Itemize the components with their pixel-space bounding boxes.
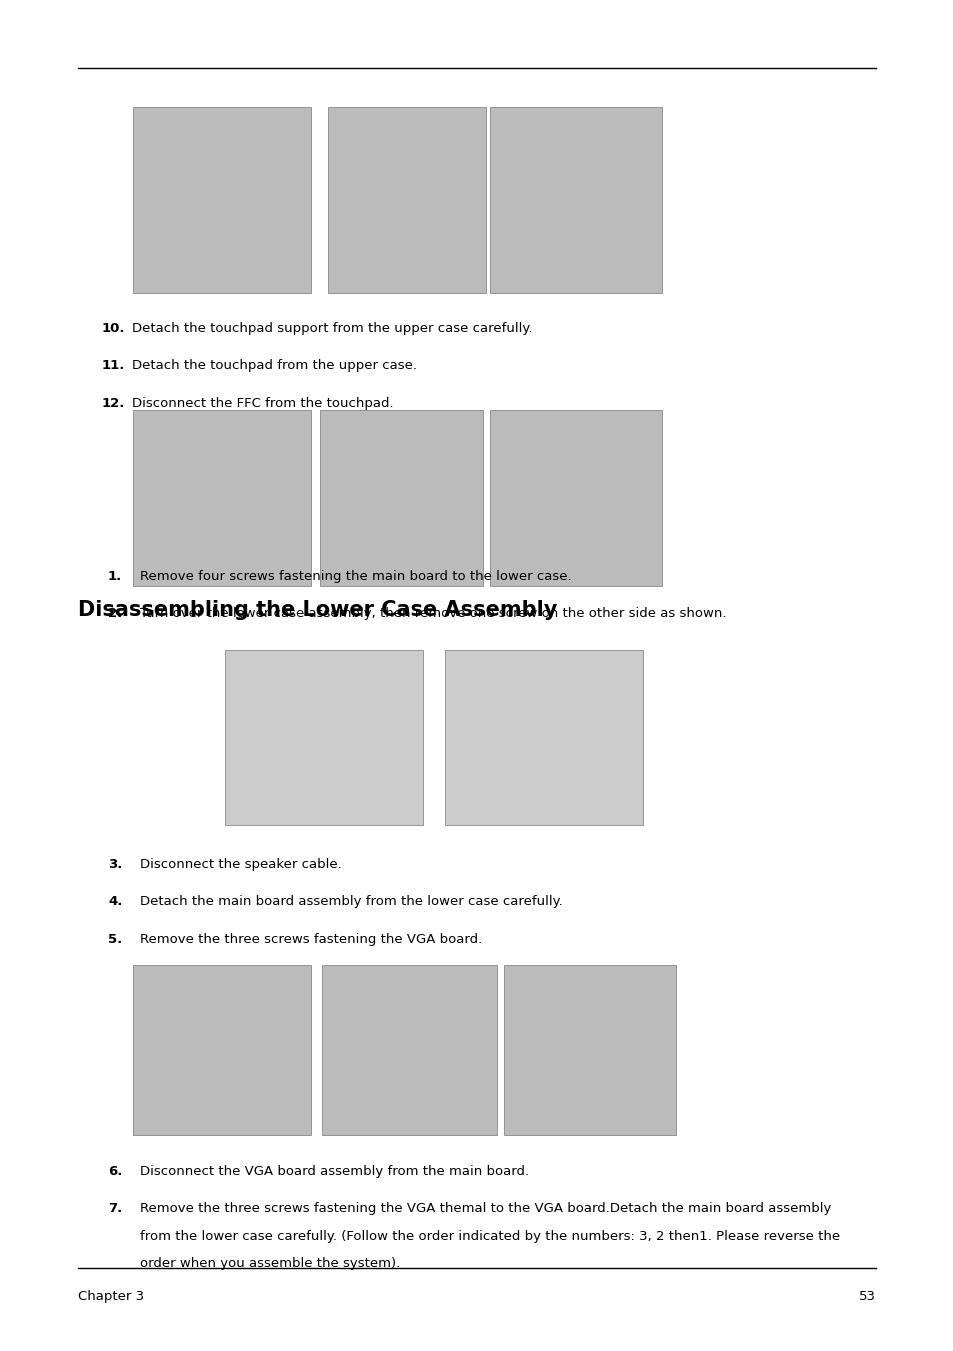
Text: Detach the touchpad from the upper case.: Detach the touchpad from the upper case. bbox=[132, 359, 416, 373]
Text: Disassembling the Lower Case Assembly: Disassembling the Lower Case Assembly bbox=[78, 600, 557, 620]
Text: 4.: 4. bbox=[108, 896, 122, 908]
Text: 11.: 11. bbox=[102, 359, 125, 373]
Bar bbox=[225, 650, 422, 825]
Text: 10.: 10. bbox=[102, 322, 126, 335]
Text: Remove the three screws fastening the VGA board.: Remove the three screws fastening the VG… bbox=[140, 932, 482, 946]
Bar bbox=[490, 409, 661, 586]
Text: 5.: 5. bbox=[108, 932, 122, 946]
Text: Detach the touchpad support from the upper case carefully.: Detach the touchpad support from the upp… bbox=[132, 322, 532, 335]
Bar bbox=[490, 107, 661, 293]
Text: Remove the three screws fastening the VGA themal to the VGA board.Detach the mai: Remove the three screws fastening the VG… bbox=[140, 1202, 830, 1216]
Text: 6.: 6. bbox=[108, 1165, 122, 1178]
Text: Chapter 3: Chapter 3 bbox=[78, 1290, 144, 1302]
Bar bbox=[132, 107, 311, 293]
Bar bbox=[503, 965, 676, 1135]
Text: Disconnect the VGA board assembly from the main board.: Disconnect the VGA board assembly from t… bbox=[140, 1165, 529, 1178]
Bar bbox=[132, 409, 311, 586]
Text: 2.: 2. bbox=[108, 608, 122, 620]
Bar bbox=[444, 650, 642, 825]
Text: from the lower case carefully. (Follow the order indicated by the numbers: 3, 2 : from the lower case carefully. (Follow t… bbox=[140, 1229, 840, 1243]
Text: Detach the main board assembly from the lower case carefully.: Detach the main board assembly from the … bbox=[140, 896, 562, 908]
Bar bbox=[322, 965, 497, 1135]
Bar bbox=[132, 965, 311, 1135]
Text: 1.: 1. bbox=[108, 570, 122, 584]
Text: order when you assemble the system).: order when you assemble the system). bbox=[140, 1258, 400, 1270]
Text: 3.: 3. bbox=[108, 858, 122, 871]
Bar bbox=[328, 107, 485, 293]
Text: Turn over the lower case assembly, then remove one screw on the other side as sh: Turn over the lower case assembly, then … bbox=[140, 608, 726, 620]
Text: Disconnect the FFC from the touchpad.: Disconnect the FFC from the touchpad. bbox=[132, 397, 394, 409]
Text: 7.: 7. bbox=[108, 1202, 122, 1216]
Bar bbox=[319, 409, 482, 586]
Text: 53: 53 bbox=[858, 1290, 875, 1302]
Text: 12.: 12. bbox=[102, 397, 125, 409]
Text: Remove four screws fastening the main board to the lower case.: Remove four screws fastening the main bo… bbox=[140, 570, 571, 584]
Text: Disconnect the speaker cable.: Disconnect the speaker cable. bbox=[140, 858, 341, 871]
